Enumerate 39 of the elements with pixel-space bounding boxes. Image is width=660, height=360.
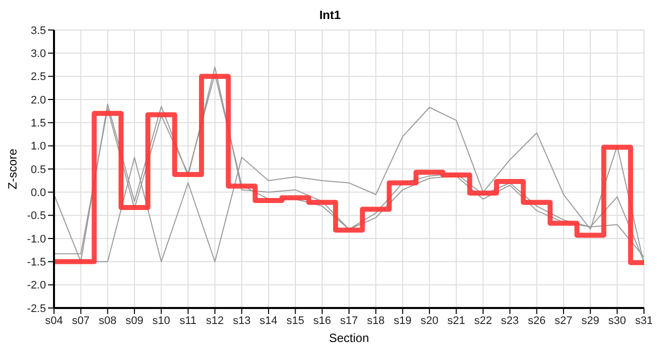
y-tick-label: 3.0 bbox=[30, 48, 46, 60]
y-tick-label: 2.5 bbox=[30, 71, 46, 84]
x-tick-label: s26 bbox=[528, 314, 546, 327]
x-tick-label: s17 bbox=[340, 314, 358, 327]
x-tick-label: s13 bbox=[232, 314, 251, 327]
y-tick-label: -1.0 bbox=[27, 233, 46, 246]
y-tick-label: -2.5 bbox=[27, 302, 46, 315]
x-tick-label: s22 bbox=[474, 314, 492, 327]
y-axis-title: Z-score bbox=[5, 148, 20, 190]
chart-title: Int1 bbox=[318, 8, 342, 24]
x-tick-label: s08 bbox=[98, 314, 117, 327]
x-tick-label: s14 bbox=[260, 314, 278, 327]
y-tick-label: 1.5 bbox=[30, 118, 46, 130]
y-tick-label: 1.0 bbox=[30, 140, 46, 153]
x-tick-label: s07 bbox=[72, 314, 90, 327]
x-tick-label: s04 bbox=[45, 314, 63, 327]
x-tick-label: s20 bbox=[420, 314, 438, 327]
x-tick-label: s11 bbox=[180, 314, 197, 327]
y-tick-label: 0.5 bbox=[30, 164, 46, 176]
x-tick-label: s19 bbox=[394, 314, 412, 327]
y-tick-label: 0.0 bbox=[30, 187, 46, 200]
y-tick-label: -1.5 bbox=[27, 256, 46, 269]
y-tick-label: 2.0 bbox=[30, 94, 46, 106]
x-tick-label: s12 bbox=[206, 314, 224, 327]
x-tick-label: s27 bbox=[554, 314, 572, 327]
x-tick-label: s18 bbox=[366, 314, 385, 327]
x-tick-label: s10 bbox=[152, 314, 170, 327]
x-tick-label: s29 bbox=[581, 314, 600, 327]
y-tick-label: 3.5 bbox=[30, 24, 46, 37]
x-axis-title: Section bbox=[328, 331, 370, 345]
x-tick-label: s31 bbox=[635, 314, 653, 327]
x-tick-label: s23 bbox=[501, 314, 519, 327]
y-tick-label: -0.5 bbox=[27, 210, 46, 222]
y-tick-label: -2.0 bbox=[27, 280, 46, 292]
x-tick-label: s21 bbox=[447, 314, 466, 327]
x-tick-label: s16 bbox=[313, 314, 332, 327]
x-tick-label: s30 bbox=[608, 314, 626, 327]
x-tick-label: s15 bbox=[286, 314, 304, 327]
x-tick-label: s09 bbox=[126, 314, 144, 327]
